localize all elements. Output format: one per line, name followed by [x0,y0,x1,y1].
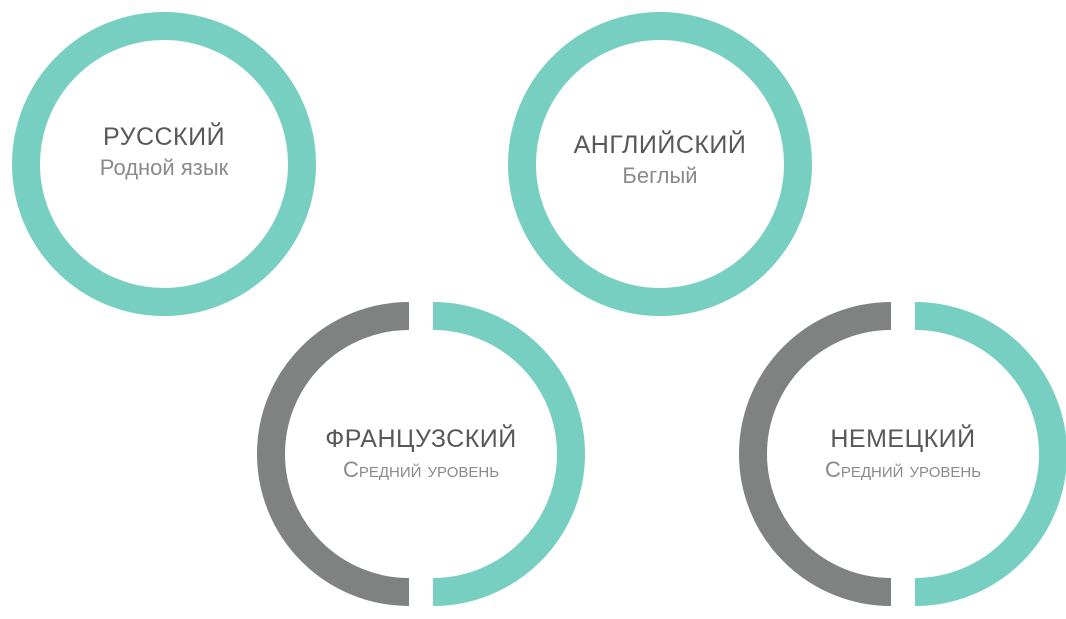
ring-remaining-french [257,302,410,606]
ring-progress-german [914,302,1066,606]
ring-full-english [508,12,812,316]
proficiency-ring-german [739,302,1066,606]
language-level: Беглый [622,163,698,188]
language-card-russian: РУССКИЙ Родной язык [12,12,316,316]
proficiency-ring-english [508,12,812,316]
ring-remaining-german [739,302,892,606]
ring-full-russian [12,12,316,316]
proficiency-ring-russian [12,12,316,316]
language-level: Родной язык [99,155,229,180]
language-card-french: ФРАНЦУЗСКИЙ Средний уровень [257,302,585,606]
language-level: Средний уровень [824,457,982,482]
language-card-german: НЕМЕЦКИЙ Средний уровень [739,302,1066,606]
ring-progress-french [432,302,585,606]
language-name: РУССКИЙ [102,123,226,151]
proficiency-ring-french [257,302,585,606]
language-level: Средний уровень [342,457,500,482]
language-card-english: АНГЛИЙСКИЙ Беглый [508,12,812,316]
language-name: НЕМЕЦКИЙ [830,425,976,453]
language-name: АНГЛИЙСКИЙ [573,131,747,159]
language-name: ФРАНЦУЗСКИЙ [325,425,517,453]
